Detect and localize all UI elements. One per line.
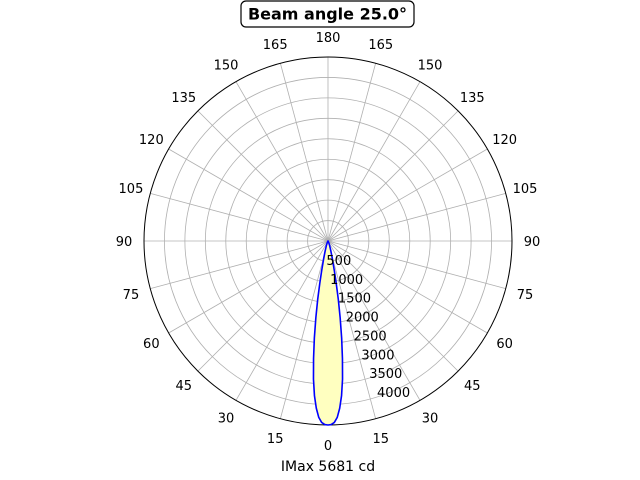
grid-spoke	[168, 240, 329, 334]
angle-tick-label: 60	[496, 337, 513, 352]
grid-spoke	[279, 240, 329, 419]
angle-tick-label: 135	[171, 91, 196, 106]
beam-fill-area	[313, 241, 343, 425]
grid-spoke	[197, 240, 329, 372]
angle-tick-label: 135	[460, 91, 485, 106]
beam-curve-line	[312, 240, 344, 426]
angle-tick-label: 90	[116, 235, 133, 250]
angle-tick-label: 30	[218, 412, 235, 427]
angle-tick-label: 15	[373, 432, 390, 447]
grid-spoke	[327, 81, 421, 242]
chart-title-frame	[240, 0, 415, 28]
angle-tick-label: 165	[263, 38, 288, 53]
angle-tick-labels: 0 15 30 45 60 75 90 105 120 135 150 165 180 15 30 45 60 7…	[116, 31, 541, 454]
grid-spoke	[327, 240, 421, 401]
angle-tick-label: 180	[316, 31, 341, 46]
angle-tick-label: 0	[324, 439, 332, 454]
grid-spoke	[327, 148, 488, 242]
grid-spoke	[235, 81, 329, 242]
grid-spoke	[327, 63, 377, 242]
angle-tick-label: 120	[139, 133, 164, 148]
radial-tick-label: 1500	[338, 292, 371, 307]
angle-tick-label: 45	[175, 379, 192, 394]
angle-tick-label: 75	[517, 288, 534, 303]
radial-tick-label: 4000	[377, 386, 410, 401]
grid-spoke	[327, 110, 459, 242]
grid-spoke	[327, 240, 459, 372]
grid-spoke	[327, 192, 506, 242]
angle-tick-label: 60	[143, 337, 160, 352]
grid-spoke	[197, 110, 329, 242]
grid-spoke	[150, 192, 329, 242]
angle-tick-label: 75	[123, 288, 140, 303]
x-axis-label: IMax 5681 cd	[281, 459, 375, 475]
grid-spoke	[235, 240, 329, 401]
chart-title-box: Beam angle 25.0°	[240, 0, 415, 28]
radial-tick-label: 3000	[361, 348, 394, 363]
angle-tick-label: 120	[492, 133, 517, 148]
angle-tick-label: 165	[368, 38, 393, 53]
radial-tick-label: 1000	[330, 273, 363, 288]
grid-spoke	[168, 148, 329, 242]
radial-tick-label: 2500	[354, 329, 387, 344]
angle-tick-label: 105	[513, 182, 538, 197]
grid-spoke	[327, 240, 377, 419]
grid-spoke	[327, 240, 506, 290]
angle-tick-label: 90	[524, 235, 541, 250]
radial-tick-label: 500	[326, 254, 351, 269]
grid-spoke	[327, 240, 488, 334]
angle-tick-label: 105	[119, 182, 144, 197]
angle-tick-label: 45	[464, 379, 481, 394]
data-layer	[312, 240, 344, 426]
grid-spoke	[279, 63, 329, 242]
angle-tick-label: 150	[418, 58, 443, 73]
grid-spoke	[150, 240, 329, 290]
angle-tick-label: 30	[422, 412, 439, 427]
radial-tick-label: 2000	[346, 311, 379, 326]
chart-title: Beam angle 25.0°	[248, 5, 407, 24]
angle-tick-label: 150	[214, 58, 239, 73]
angle-tick-label: 15	[267, 432, 284, 447]
radial-tick-labels: 500 1000 1500 2000 2500 3000 3500 4000	[326, 254, 410, 401]
radial-tick-label: 3500	[369, 367, 402, 382]
